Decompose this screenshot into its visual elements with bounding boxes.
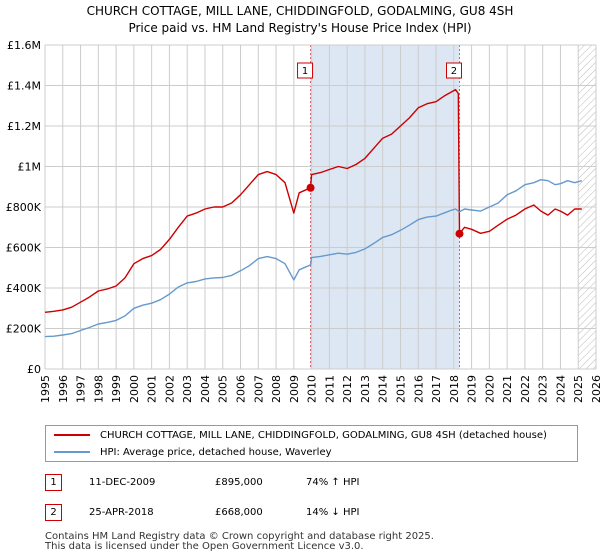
x-tick-label: 2008 [270,375,283,403]
y-tick-label: £1.4M [7,80,41,93]
y-tick-label: £200K [6,323,42,336]
legend-item-property: CHURCH COTTAGE, MILL LANE, CHIDDINGFOLD,… [54,427,547,443]
marker-badge-label-1: 1 [302,66,308,77]
legend-label-property: CHURCH COTTAGE, MILL LANE, CHIDDINGFOLD,… [100,429,547,441]
marker-badge-label-2: 2 [451,66,457,77]
transaction-price: £668,000 [215,507,263,518]
transaction-hpi-change: 14% ↓ HPI [306,507,360,518]
sale-point-2 [455,229,464,238]
transaction-price: £895,000 [215,477,263,488]
marker-badge-2 [445,62,462,79]
y-tick-label: £1.6M [7,39,41,52]
x-tick-label: 1996 [57,375,70,403]
y-tick-label: £1.2M [7,120,41,133]
sale-point-1 [306,183,315,192]
x-tick-label: 2012 [341,375,354,403]
y-tick-label: £600K [6,242,42,255]
marker-badge-1 [297,62,314,79]
legend-item-hpi: HPI: Average price, detached house, Wave… [54,444,332,460]
x-tick-label: 2005 [217,375,230,403]
x-tick-label: 2019 [466,375,479,403]
transaction-row: 1 11-DEC-2009 £895,000 74% ↑ HPI [45,473,578,493]
x-tick-label: 2024 [554,375,567,403]
property-price-line [44,88,582,313]
x-tick-label: 2013 [359,375,372,403]
footer-line-1: Contains HM Land Registry data © Crown c… [45,531,434,542]
x-tick-label: 1997 [75,375,88,403]
y-tick-label: £0 [27,363,41,376]
chart-subtitle: Price paid vs. HM Land Registry's House … [128,21,472,35]
price-chart: 1 2 £0 £200K £400K £600K £800K £1M £1.2M £1.4M £1… [6,39,600,403]
x-tick-label: 2000 [128,375,141,403]
x-tick-label: 2009 [288,375,301,403]
x-tick-label: 2023 [537,375,550,403]
chart-title: CHURCH COTTAGE, MILL LANE, CHIDDINGFOLD,… [86,4,514,18]
x-tick-label: 1998 [92,375,105,403]
x-tick-label: 2003 [181,375,194,403]
hpi-line [44,178,582,338]
legend-swatch-hpi [54,451,90,453]
transaction-date: 25-APR-2018 [89,507,154,518]
transaction-badge: 1 [45,474,62,491]
x-tick-label: 2016 [412,375,425,403]
legend: CHURCH COTTAGE, MILL LANE, CHIDDINGFOLD,… [45,425,578,462]
y-tick-label: £800K [6,201,42,214]
y-tick-label: £1M [18,161,42,174]
legend-swatch-property [54,434,90,436]
transaction-date: 11-DEC-2009 [89,477,156,488]
x-tick-label: 2017 [430,375,443,403]
x-tick-label: 2004 [199,375,212,403]
transaction-badge: 2 [45,504,62,521]
y-tick-label: £400K [6,282,42,295]
x-tick-label: 2025 [572,375,585,403]
x-tick-label: 2007 [252,375,265,403]
x-tick-label: 2026 [590,375,600,403]
x-tick-label: 2015 [394,375,407,403]
x-tick-label: 2018 [448,375,461,403]
x-tick-label: 1995 [39,375,52,403]
x-tick-label: 2011 [323,375,336,403]
footer: Contains HM Land Registry data © Crown c… [45,532,434,552]
x-tick-label: 2014 [377,375,390,403]
x-tick-label: 1999 [110,375,123,403]
x-tick-label: 2002 [163,375,176,403]
legend-label-hpi: HPI: Average price, detached house, Wave… [100,446,332,458]
transaction-row: 2 25-APR-2018 £668,000 14% ↓ HPI [45,503,578,523]
x-tick-label: 2022 [519,375,532,403]
x-tick-label: 2020 [483,375,496,403]
x-tick-label: 2010 [306,375,319,403]
footer-line-2: This data is licensed under the Open Gov… [45,541,364,552]
x-tick-label: 2001 [146,375,159,403]
x-tick-label: 2021 [501,375,514,403]
x-tick-label: 2006 [235,375,248,403]
transaction-hpi-change: 74% ↑ HPI [306,477,360,488]
